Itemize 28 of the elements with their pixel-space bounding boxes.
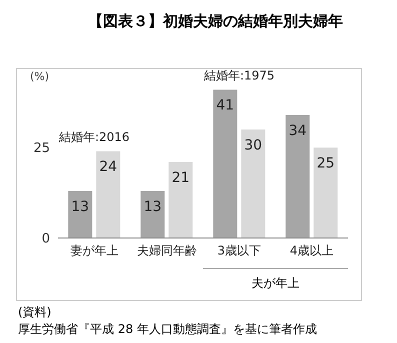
data-label: 21 bbox=[172, 170, 190, 186]
data-label: 13 bbox=[144, 198, 162, 215]
bar bbox=[241, 129, 266, 238]
data-label: 13 bbox=[71, 198, 90, 215]
bar bbox=[286, 115, 310, 238]
data-label: 30 bbox=[244, 137, 262, 154]
bar bbox=[168, 162, 193, 238]
annotation: 結婚年:2016 bbox=[58, 130, 130, 144]
x-tick-label: 夫婦同年齢 bbox=[136, 244, 197, 258]
y-tick-label: 0 bbox=[42, 232, 50, 247]
text: 夫が年上 bbox=[203, 268, 348, 292]
bar bbox=[140, 190, 165, 238]
x-tick-label: 3歳以下 bbox=[217, 244, 262, 258]
text: (資料) bbox=[18, 304, 52, 321]
data-label: 41 bbox=[216, 98, 234, 114]
bar bbox=[314, 148, 338, 238]
y-axis-title: (%) bbox=[30, 70, 50, 83]
x-tick-label: 妻が年上 bbox=[70, 244, 118, 258]
chart-title: 【図表３】初婚夫婦の結婚年別夫婦年 bbox=[88, 12, 343, 31]
bar bbox=[213, 90, 238, 238]
text: 厚生労働省『平成 28 年人口動態調査』を基に筆者作成 bbox=[18, 321, 317, 338]
x-tick-label: 4歳以上 bbox=[290, 244, 334, 258]
data-label: 25 bbox=[316, 156, 335, 172]
annotation: 結婚年:1975 bbox=[202, 68, 275, 83]
data-label: 34 bbox=[288, 122, 307, 139]
bar bbox=[68, 190, 92, 238]
bar bbox=[96, 151, 120, 238]
data-label: 24 bbox=[99, 159, 118, 176]
